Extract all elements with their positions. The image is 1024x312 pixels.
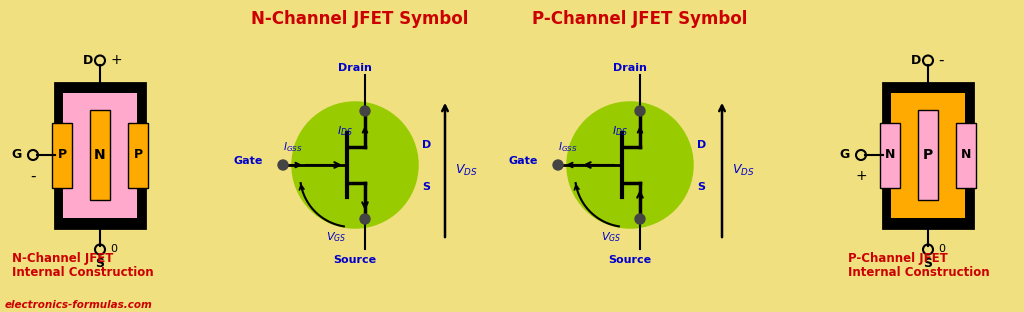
Text: G: G xyxy=(12,149,23,162)
Bar xyxy=(55,82,145,227)
Circle shape xyxy=(635,214,645,224)
Text: Internal Construction: Internal Construction xyxy=(12,266,154,279)
Text: N-Channel JFET Symbol: N-Channel JFET Symbol xyxy=(251,10,469,28)
Text: $I_{DS}$: $I_{DS}$ xyxy=(612,124,628,138)
Text: $I_{DS}$: $I_{DS}$ xyxy=(337,124,353,138)
Text: -: - xyxy=(938,53,943,68)
Circle shape xyxy=(293,103,417,227)
Text: S: S xyxy=(924,257,933,270)
Text: +: + xyxy=(110,53,122,67)
Text: D: D xyxy=(911,54,922,67)
Text: $I_{GSS}$: $I_{GSS}$ xyxy=(284,140,303,154)
Text: P-Channel JFET: P-Channel JFET xyxy=(848,252,948,265)
Text: N: N xyxy=(94,148,105,162)
Text: P-Channel JFET Symbol: P-Channel JFET Symbol xyxy=(532,10,748,28)
Bar xyxy=(128,123,148,188)
Bar xyxy=(880,123,900,188)
Text: D: D xyxy=(83,54,93,67)
Circle shape xyxy=(360,106,370,116)
Text: Source: Source xyxy=(334,255,377,265)
Text: Drain: Drain xyxy=(613,63,647,73)
Text: Drain: Drain xyxy=(338,63,372,73)
Text: 0: 0 xyxy=(110,245,117,255)
Text: S: S xyxy=(95,257,104,270)
Bar xyxy=(90,110,110,200)
Text: G: G xyxy=(840,149,850,162)
Text: Gate: Gate xyxy=(509,156,538,166)
Text: Source: Source xyxy=(608,255,651,265)
Bar xyxy=(883,82,973,227)
Bar xyxy=(918,110,938,200)
Bar xyxy=(63,92,137,217)
Text: Internal Construction: Internal Construction xyxy=(848,266,989,279)
Bar xyxy=(956,123,976,188)
Text: $V_{DS}$: $V_{DS}$ xyxy=(732,163,755,178)
Circle shape xyxy=(278,160,288,170)
Text: D: D xyxy=(697,140,707,150)
Text: $V_{GS}$: $V_{GS}$ xyxy=(601,230,622,244)
Bar xyxy=(52,123,72,188)
Circle shape xyxy=(568,103,692,227)
Circle shape xyxy=(360,214,370,224)
Circle shape xyxy=(635,106,645,116)
Text: P: P xyxy=(57,149,67,162)
Text: 0: 0 xyxy=(938,245,945,255)
Text: N: N xyxy=(961,149,971,162)
Text: $V_{DS}$: $V_{DS}$ xyxy=(455,163,477,178)
Text: S: S xyxy=(697,182,705,192)
Text: -: - xyxy=(31,169,36,184)
Text: +: + xyxy=(855,169,866,183)
Text: S: S xyxy=(422,182,430,192)
Text: D: D xyxy=(422,140,431,150)
Text: $V_{GS}$: $V_{GS}$ xyxy=(327,230,346,244)
Text: N: N xyxy=(885,149,895,162)
Text: P: P xyxy=(133,149,142,162)
Text: Gate: Gate xyxy=(233,156,263,166)
Text: $I_{GSS}$: $I_{GSS}$ xyxy=(558,140,578,154)
Text: N-Channel JFET: N-Channel JFET xyxy=(12,252,114,265)
Text: electronics-formulas.com: electronics-formulas.com xyxy=(5,300,153,310)
Circle shape xyxy=(553,160,563,170)
Bar xyxy=(891,92,965,217)
Text: P: P xyxy=(923,148,933,162)
